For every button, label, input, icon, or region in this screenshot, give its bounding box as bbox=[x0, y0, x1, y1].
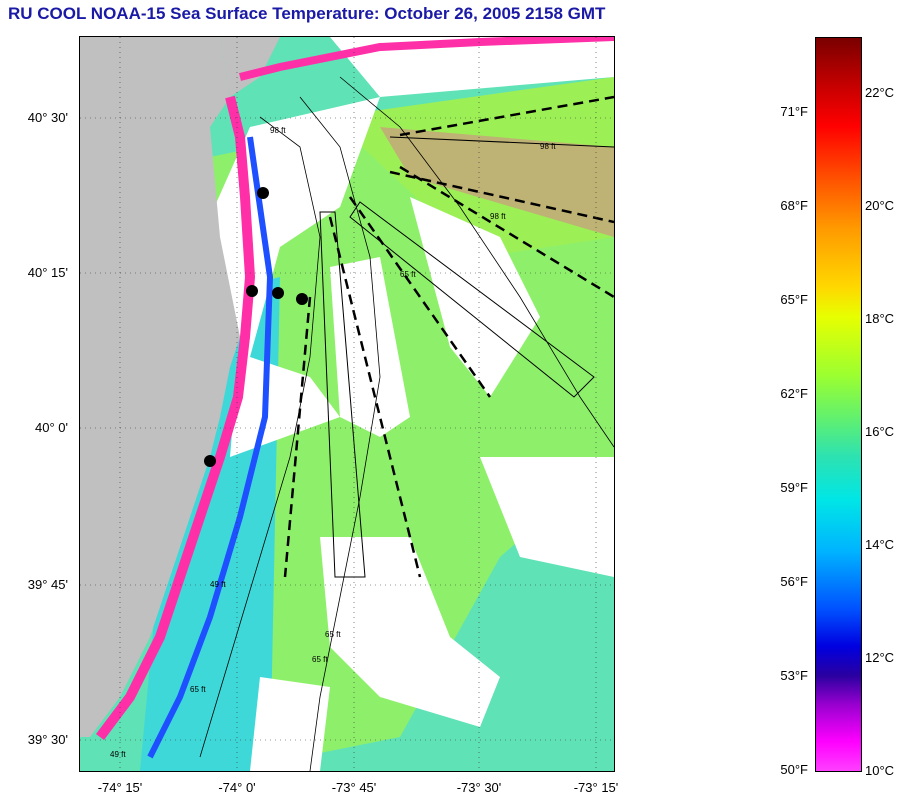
longitude-label: -73° 15' bbox=[573, 780, 619, 795]
warm-water-north bbox=[330, 77, 614, 257]
celsius-label: 18°C bbox=[865, 311, 895, 326]
celsius-label: 14°C bbox=[865, 537, 895, 552]
cloud-area-east bbox=[410, 197, 540, 397]
temperature-colorbar bbox=[815, 37, 862, 772]
coastal-cold-band bbox=[96, 95, 256, 740]
cloud-area-north bbox=[210, 97, 380, 457]
station-marker-4 bbox=[296, 293, 308, 305]
cloud-area-south bbox=[320, 537, 500, 727]
depth-label: 65 ft bbox=[400, 270, 416, 279]
sampling-box-1 bbox=[319, 211, 366, 578]
northern-cold-band bbox=[239, 37, 614, 81]
depth-contour-inner bbox=[199, 116, 321, 758]
celsius-label: 20°C bbox=[865, 198, 895, 213]
celsius-label: 16°C bbox=[865, 424, 895, 439]
station-marker-3 bbox=[272, 287, 284, 299]
depth-label: 98 ft bbox=[270, 126, 286, 135]
depth-contour-middle bbox=[299, 96, 381, 771]
longitude-label: -73° 30' bbox=[456, 780, 502, 795]
depth-contour-outer bbox=[339, 76, 614, 448]
depth-label: 98 ft bbox=[540, 142, 556, 151]
graticule bbox=[80, 37, 614, 771]
latitude-label: 39° 45' bbox=[27, 577, 68, 592]
latitude-label: 39° 30' bbox=[27, 732, 68, 747]
cloud-area-top bbox=[330, 37, 614, 97]
land-north bbox=[220, 37, 280, 97]
sampling-box-2 bbox=[349, 201, 595, 398]
fahrenheit-label: 71°F bbox=[780, 104, 808, 119]
depth-label: 65 ft bbox=[190, 685, 206, 694]
depth-label: 49 ft bbox=[110, 750, 126, 759]
longitude-label: -74° 15' bbox=[97, 780, 143, 795]
fahrenheit-label: 59°F bbox=[780, 480, 808, 495]
station-marker-5 bbox=[204, 455, 216, 467]
latitude-label: 40° 0' bbox=[35, 420, 68, 435]
depth-label: 65 ft bbox=[325, 630, 341, 639]
station-marker-2 bbox=[246, 285, 258, 297]
longitude-label: -74° 0' bbox=[218, 780, 256, 795]
celsius-label: 10°C bbox=[865, 763, 895, 778]
station-marker-1 bbox=[257, 187, 269, 199]
dashed-transects bbox=[283, 95, 614, 578]
fahrenheit-label: 56°F bbox=[780, 574, 808, 589]
latitude-label: 40° 15' bbox=[27, 265, 68, 280]
latitude-label: 40° 30' bbox=[27, 110, 68, 125]
celsius-label: 12°C bbox=[865, 650, 895, 665]
fahrenheit-label: 53°F bbox=[780, 668, 808, 683]
fahrenheit-label: 65°F bbox=[780, 292, 808, 307]
coastal-blue-band bbox=[147, 136, 274, 759]
map-title: RU COOL NOAA-15 Sea Surface Temperature:… bbox=[8, 4, 606, 23]
cloud-area-southwest bbox=[250, 677, 330, 771]
depth-label: 98 ft bbox=[490, 212, 506, 221]
depth-label: 65 ft bbox=[312, 655, 328, 664]
cloud-area-southeast bbox=[480, 457, 614, 577]
celsius-label: 22°C bbox=[865, 85, 895, 100]
fahrenheit-label: 62°F bbox=[780, 386, 808, 401]
depth-label: 49 ft bbox=[210, 580, 226, 589]
fahrenheit-label: 68°F bbox=[780, 198, 808, 213]
sst-map-canvas: 98 ft 98 ft 98 ft 65 ft 65 ft 65 ft 49 f… bbox=[80, 37, 614, 771]
longitude-label: -73° 45' bbox=[331, 780, 377, 795]
transect-line-thin bbox=[389, 136, 614, 148]
sst-map: 98 ft 98 ft 98 ft 65 ft 65 ft 65 ft 49 f… bbox=[79, 36, 615, 772]
fahrenheit-label: 50°F bbox=[780, 762, 808, 777]
